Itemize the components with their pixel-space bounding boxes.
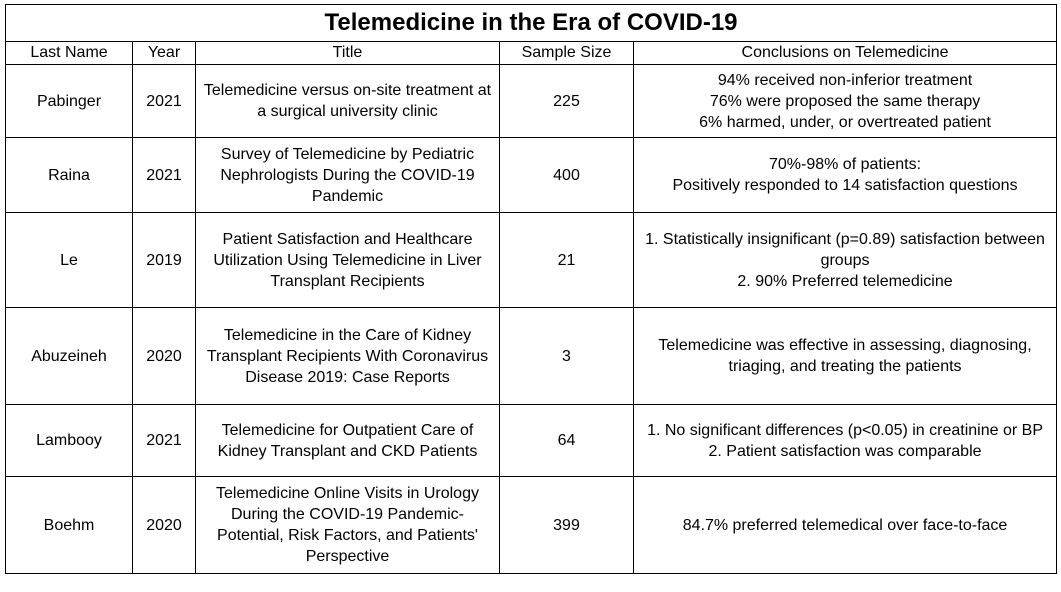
cell-conclusions: 1. Statistically insignificant (p=0.89) … — [632, 212, 1058, 308]
table-row: Le 2019 Patient Satisfaction and Healthc… — [5, 212, 1058, 308]
cell-conclusions: 1. No significant differences (p<0.05) i… — [632, 404, 1058, 477]
cell-last-name: Lambooy — [5, 404, 133, 477]
cell-title: Telemedicine in the Care of Kidney Trans… — [195, 307, 500, 405]
cell-last-name: Le — [5, 212, 133, 308]
header-last-name: Last Name — [5, 41, 133, 65]
cell-title: Telemedicine for Outpatient Care of Kidn… — [195, 404, 500, 477]
cell-year: 2021 — [132, 137, 196, 213]
cell-sample-size: 21 — [499, 212, 634, 308]
cell-conclusions: Telemedicine was effective in assessing,… — [632, 307, 1058, 405]
cell-year: 2020 — [132, 307, 196, 405]
table-row: Raina 2021 Survey of Telemedicine by Ped… — [5, 137, 1058, 213]
cell-year: 2021 — [132, 404, 196, 477]
cell-year: 2021 — [132, 64, 196, 138]
cell-sample-size: 3 — [499, 307, 634, 405]
cell-title: Telemedicine Online Visits in Urology Du… — [195, 476, 500, 574]
telemedicine-table: Telemedicine in the Era of COVID-19 Last… — [4, 4, 1058, 574]
table-row: Boehm 2020 Telemedicine Online Visits in… — [5, 476, 1058, 574]
cell-last-name: Raina — [5, 137, 133, 213]
table-title: Telemedicine in the Era of COVID-19 — [4, 4, 1058, 42]
cell-year: 2019 — [132, 212, 196, 308]
cell-sample-size: 400 — [499, 137, 634, 213]
table-row: Abuzeineh 2020 Telemedicine in the Care … — [5, 307, 1058, 405]
cell-conclusions: 94% received non-inferior treatment 76% … — [632, 64, 1058, 138]
cell-last-name: Pabinger — [5, 64, 133, 138]
table-row: Pabinger 2021 Telemedicine versus on-sit… — [5, 64, 1058, 138]
cell-last-name: Boehm — [5, 476, 133, 574]
telemedicine-table-container: Telemedicine in the Era of COVID-19 Last… — [4, 4, 1058, 574]
cell-sample-size: 399 — [499, 476, 634, 574]
header-title: Title — [195, 41, 500, 65]
cell-title: Patient Satisfaction and Healthcare Util… — [195, 212, 500, 308]
cell-title: Survey of Telemedicine by Pediatric Neph… — [195, 137, 500, 213]
header-conclusions: Conclusions on Telemedicine — [632, 41, 1058, 65]
cell-year: 2020 — [132, 476, 196, 574]
cell-sample-size: 64 — [499, 404, 634, 477]
cell-sample-size: 225 — [499, 64, 634, 138]
cell-last-name: Abuzeineh — [5, 307, 133, 405]
header-sample-size: Sample Size — [499, 41, 634, 65]
cell-title: Telemedicine versus on-site treatment at… — [195, 64, 500, 138]
table-row: Lambooy 2021 Telemedicine for Outpatient… — [5, 404, 1058, 477]
header-year: Year — [132, 41, 196, 65]
cell-conclusions: 70%-98% of patients: Positively responde… — [632, 137, 1058, 213]
cell-conclusions: 84.7% preferred telemedical over face-to… — [632, 476, 1058, 574]
